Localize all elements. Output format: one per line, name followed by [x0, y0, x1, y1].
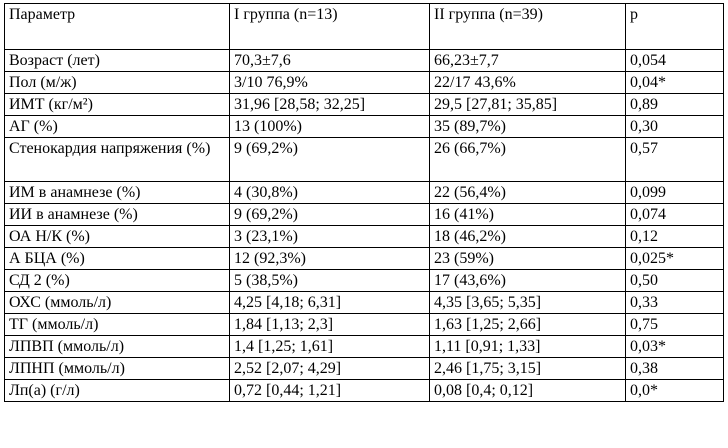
table-header-row: Параметр I группа (n=13) II группа (n=39…	[4, 3, 724, 50]
cell-group-1: 3 (23,1%)	[229, 225, 430, 248]
cell-group-2: 0,08 [0,4; 0,12]	[429, 379, 626, 402]
cell-group-2: 2,46 [1,75; 3,15]	[429, 357, 626, 380]
cell-parameter: ЛПНП (ммоль/л)	[4, 357, 230, 380]
cell-parameter: Возраст (лет)	[4, 49, 230, 72]
cell-group-2: 4,35 [3,65; 5,35]	[429, 291, 626, 314]
cell-group-1: 31,96 [28,58; 32,25]	[229, 93, 430, 116]
cell-p-value: 0,50	[625, 269, 724, 292]
cell-parameter: Лп(а) (г/л)	[4, 379, 230, 402]
cell-parameter: А БЦА (%)	[4, 247, 230, 270]
cell-group-1: 5 (38,5%)	[229, 269, 430, 292]
cell-p-value: 0,30	[625, 115, 724, 138]
table-row: ЛПНП (ммоль/л) 2,52 [2,07; 4,29] 2,46 [1…	[4, 357, 724, 380]
cell-group-1: 1,84 [1,13; 2,3]	[229, 313, 430, 336]
table-row: Стенокардия напряжения (%) 9 (69,2%) 26 …	[4, 137, 724, 182]
cell-group-1: 9 (69,2%)	[229, 203, 430, 226]
header-group-2: II группа (n=39)	[429, 3, 626, 50]
cell-group-2: 35 (89,7%)	[429, 115, 626, 138]
cell-parameter: Стенокардия напряжения (%)	[4, 137, 230, 182]
cell-group-2: 1,11 [0,91; 1,33]	[429, 335, 626, 358]
cell-parameter: Пол (м/ж)	[4, 71, 230, 94]
cell-group-1: 3/10 76,9%	[229, 71, 430, 94]
cell-parameter: ОХС (ммоль/л)	[4, 291, 230, 314]
cell-group-1: 12 (92,3%)	[229, 247, 430, 270]
cell-p-value: 0,099	[625, 181, 724, 204]
table-row: Пол (м/ж) 3/10 76,9% 22/17 43,6% 0,04*	[4, 71, 724, 94]
header-parameter: Параметр	[4, 3, 230, 50]
table-row: ТГ (ммоль/л) 1,84 [1,13; 2,3] 1,63 [1,25…	[4, 313, 724, 336]
cell-group-2: 1,63 [1,25; 2,66]	[429, 313, 626, 336]
table-row: АГ (%) 13 (100%) 35 (89,7%) 0,30	[4, 115, 724, 138]
cell-p-value: 0,03*	[625, 335, 724, 358]
cell-group-2: 16 (41%)	[429, 203, 626, 226]
table-row: Лп(а) (г/л) 0,72 [0,44; 1,21] 0,08 [0,4;…	[4, 379, 724, 402]
table-row: СД 2 (%) 5 (38,5%) 17 (43,6%) 0,50	[4, 269, 724, 292]
cell-p-value: 0,0*	[625, 379, 724, 402]
table-row: Возраст (лет) 70,3±7,6 66,23±7,7 0,054	[4, 49, 724, 72]
cell-group-1: 0,72 [0,44; 1,21]	[229, 379, 430, 402]
table-row: ИМТ (кг/м²) 31,96 [28,58; 32,25] 29,5 [2…	[4, 93, 724, 116]
cell-group-2: 23 (59%)	[429, 247, 626, 270]
cell-p-value: 0,33	[625, 291, 724, 314]
cell-group-1: 70,3±7,6	[229, 49, 430, 72]
cell-group-1: 1,4 [1,25; 1,61]	[229, 335, 430, 358]
cell-p-value: 0,04*	[625, 71, 724, 94]
cell-p-value: 0,12	[625, 225, 724, 248]
cell-group-1: 2,52 [2,07; 4,29]	[229, 357, 430, 380]
table-row: ОА Н/К (%) 3 (23,1%) 18 (46,2%) 0,12	[4, 225, 724, 248]
cell-group-1: 9 (69,2%)	[229, 137, 430, 182]
cell-parameter: ОА Н/К (%)	[4, 225, 230, 248]
cell-parameter: ИМТ (кг/м²)	[4, 93, 230, 116]
cell-p-value: 0,025*	[625, 247, 724, 270]
cell-group-1: 13 (100%)	[229, 115, 430, 138]
cell-p-value: 0,75	[625, 313, 724, 336]
header-p-value: p	[625, 3, 724, 50]
parameters-table: Параметр I группа (n=13) II группа (n=39…	[4, 3, 724, 402]
table-row: ЛПВП (ммоль/л) 1,4 [1,25; 1,61] 1,11 [0,…	[4, 335, 724, 358]
cell-group-2: 22 (56,4%)	[429, 181, 626, 204]
cell-p-value: 0,57	[625, 137, 724, 182]
cell-group-2: 22/17 43,6%	[429, 71, 626, 94]
cell-p-value: 0,89	[625, 93, 724, 116]
cell-p-value: 0,38	[625, 357, 724, 380]
cell-group-2: 66,23±7,7	[429, 49, 626, 72]
cell-parameter: СД 2 (%)	[4, 269, 230, 292]
cell-group-1: 4 (30,8%)	[229, 181, 430, 204]
cell-parameter: ЛПВП (ммоль/л)	[4, 335, 230, 358]
cell-p-value: 0,074	[625, 203, 724, 226]
cell-group-1: 4,25 [4,18; 6,31]	[229, 291, 430, 314]
cell-group-2: 17 (43,6%)	[429, 269, 626, 292]
header-group-1: I группа (n=13)	[229, 3, 430, 50]
table-row: ИМ в анамнезе (%) 4 (30,8%) 22 (56,4%) 0…	[4, 181, 724, 204]
cell-group-2: 18 (46,2%)	[429, 225, 626, 248]
cell-parameter: АГ (%)	[4, 115, 230, 138]
cell-group-2: 29,5 [27,81; 35,85]	[429, 93, 626, 116]
table-row: ИИ в анамнезе (%) 9 (69,2%) 16 (41%) 0,0…	[4, 203, 724, 226]
cell-p-value: 0,054	[625, 49, 724, 72]
cell-parameter: ТГ (ммоль/л)	[4, 313, 230, 336]
cell-parameter: ИИ в анамнезе (%)	[4, 203, 230, 226]
cell-parameter: ИМ в анамнезе (%)	[4, 181, 230, 204]
cell-group-2: 26 (66,7%)	[429, 137, 626, 182]
table-row: ОХС (ммоль/л) 4,25 [4,18; 6,31] 4,35 [3,…	[4, 291, 724, 314]
table-row: А БЦА (%) 12 (92,3%) 23 (59%) 0,025*	[4, 247, 724, 270]
